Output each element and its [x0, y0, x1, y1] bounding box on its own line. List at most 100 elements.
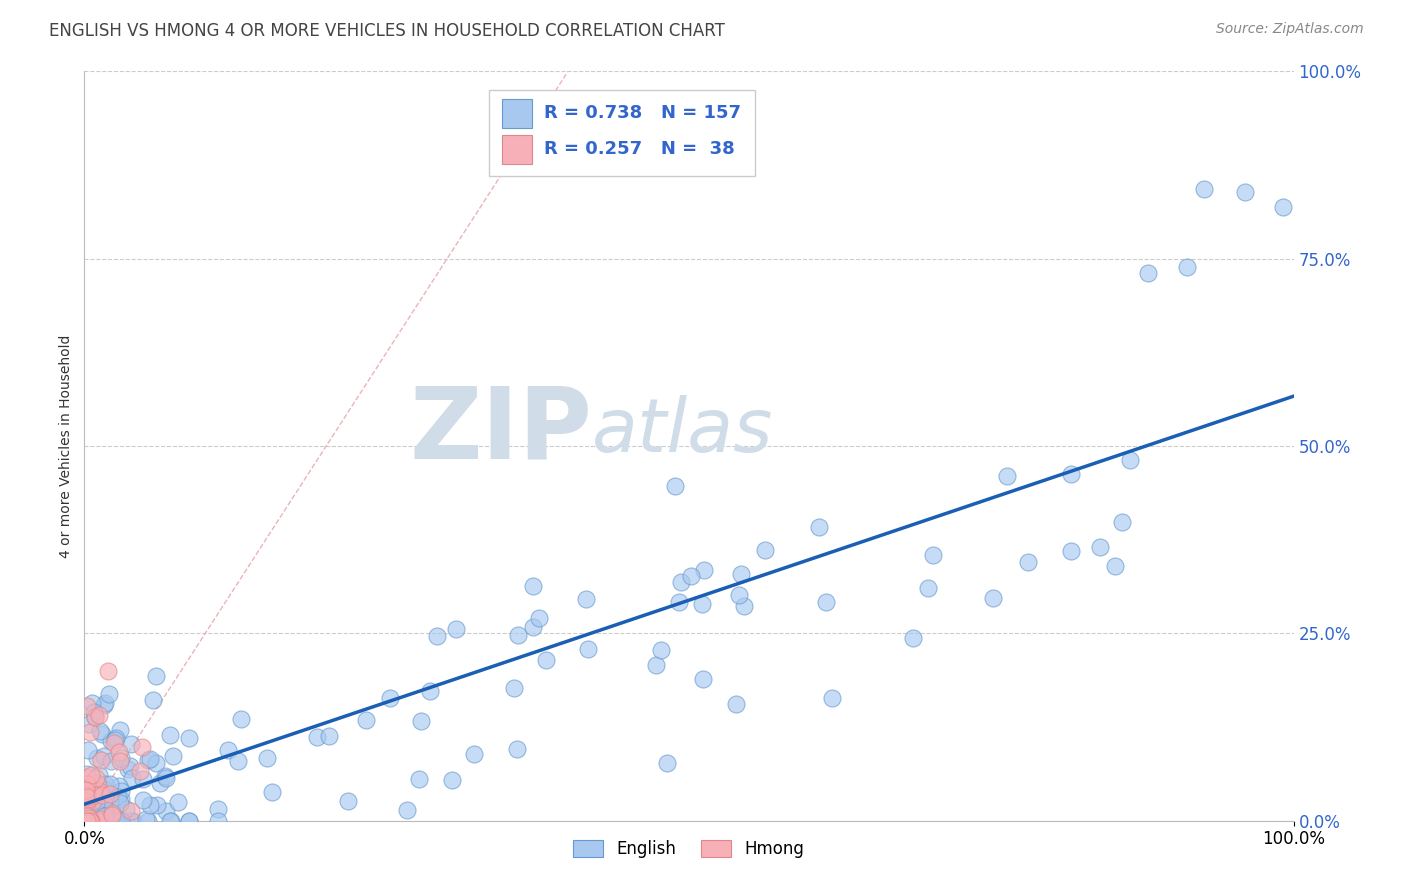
Point — [419, 683, 441, 698]
Point — [86, 790, 108, 805]
Point — [145, 756, 167, 770]
Point — [80, 814, 103, 828]
Point — [98, 687, 121, 701]
Point — [94, 696, 117, 710]
Point — [1194, 182, 1216, 196]
Point — [76, 778, 98, 792]
Point — [101, 805, 124, 820]
Point — [108, 723, 131, 737]
Point — [77, 809, 100, 823]
Point — [107, 789, 129, 804]
Point — [692, 564, 714, 578]
Point — [75, 783, 97, 797]
Point — [97, 814, 120, 828]
Point — [76, 742, 98, 756]
Point — [1059, 543, 1081, 558]
Point — [727, 588, 749, 602]
Point — [100, 754, 122, 768]
Point — [87, 814, 110, 828]
Point — [217, 742, 239, 756]
Point — [86, 793, 108, 807]
Point — [79, 814, 101, 828]
Point — [76, 790, 98, 805]
Point — [97, 664, 120, 678]
Point — [86, 789, 108, 804]
Point — [90, 814, 112, 828]
Point — [522, 620, 544, 634]
Point — [104, 733, 127, 747]
Text: ENGLISH VS HMONG 4 OR MORE VEHICLES IN HOUSEHOLD CORRELATION CHART: ENGLISH VS HMONG 4 OR MORE VEHICLES IN H… — [49, 22, 725, 40]
Point — [77, 814, 100, 828]
Point — [91, 727, 114, 741]
Point — [463, 747, 485, 762]
Point — [77, 792, 100, 806]
Point — [207, 802, 229, 816]
Text: R = 0.257   N =  38: R = 0.257 N = 38 — [544, 139, 734, 158]
Y-axis label: 4 or more Vehicles in Household: 4 or more Vehicles in Household — [59, 334, 73, 558]
Point — [446, 622, 468, 636]
Point — [754, 543, 776, 558]
Point — [162, 748, 184, 763]
Point — [921, 548, 943, 562]
Point — [136, 753, 159, 767]
Point — [139, 797, 162, 812]
Point — [121, 771, 143, 785]
Point — [110, 792, 132, 806]
Point — [527, 611, 550, 625]
Point — [76, 698, 98, 713]
Point — [135, 812, 157, 826]
Point — [177, 731, 200, 746]
Point — [305, 730, 328, 744]
Point — [142, 693, 165, 707]
Point — [506, 628, 529, 642]
Point — [506, 742, 529, 756]
FancyBboxPatch shape — [489, 90, 755, 177]
FancyBboxPatch shape — [502, 135, 531, 163]
Point — [671, 575, 693, 590]
Point — [575, 592, 598, 607]
Point — [110, 751, 132, 765]
Point — [576, 642, 599, 657]
Point — [981, 591, 1004, 605]
Text: R = 0.738   N = 157: R = 0.738 N = 157 — [544, 103, 741, 121]
Point — [101, 814, 124, 828]
Point — [77, 811, 100, 825]
Point — [82, 794, 104, 808]
Point — [120, 759, 142, 773]
Point — [1060, 467, 1083, 481]
Point — [730, 566, 752, 581]
Point — [86, 776, 108, 790]
Point — [98, 787, 121, 801]
Point — [115, 802, 138, 816]
Point — [93, 802, 115, 816]
Point — [120, 737, 142, 751]
Point — [155, 771, 177, 785]
Point — [93, 777, 115, 791]
Point — [100, 808, 122, 822]
Point — [145, 669, 167, 683]
Point — [226, 754, 249, 768]
Point — [1017, 555, 1039, 569]
Point — [262, 784, 284, 798]
Point — [107, 745, 129, 759]
Point — [80, 696, 103, 710]
Point — [177, 814, 200, 828]
Point — [76, 767, 98, 781]
Point — [207, 814, 229, 828]
Point — [380, 690, 402, 705]
Point — [83, 788, 105, 802]
Point — [231, 712, 253, 726]
Point — [90, 753, 112, 767]
Point — [107, 780, 129, 794]
Point — [93, 781, 115, 796]
Point — [1175, 260, 1198, 274]
Point — [155, 804, 177, 818]
Point — [166, 795, 188, 809]
Point — [91, 788, 114, 802]
Point — [83, 710, 105, 724]
Point — [76, 814, 98, 828]
Point — [159, 728, 181, 742]
Point — [146, 798, 169, 813]
Point — [129, 764, 152, 778]
Point — [79, 724, 101, 739]
